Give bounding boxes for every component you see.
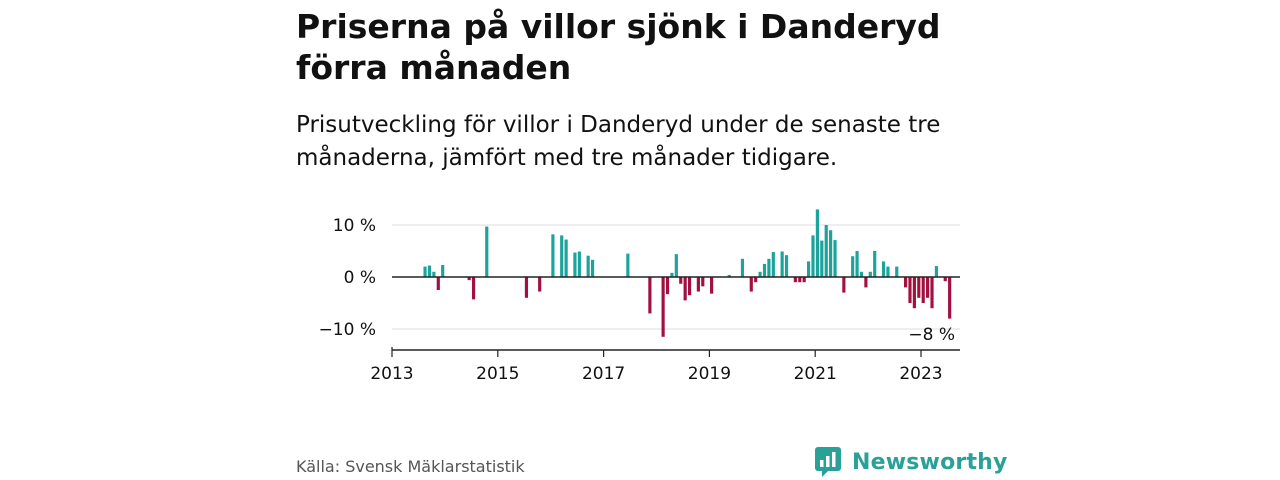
brand-name: Newsworthy (852, 449, 1008, 475)
bar (432, 271, 436, 277)
bar (626, 253, 630, 277)
bar (423, 266, 427, 277)
bar (670, 272, 674, 277)
bar (921, 277, 925, 303)
bar (833, 240, 837, 277)
y-tick-label: 0 % (344, 268, 376, 288)
bar (485, 226, 489, 277)
bar (908, 277, 912, 303)
bar (903, 277, 908, 288)
bar (762, 264, 767, 277)
bar (842, 277, 846, 293)
bar (577, 251, 581, 277)
bar (758, 271, 762, 277)
bar (648, 277, 652, 314)
bar (881, 261, 886, 277)
bar (665, 277, 670, 295)
bar (829, 230, 833, 277)
bar (740, 258, 745, 277)
bar (467, 277, 471, 281)
bar (586, 255, 590, 277)
x-tick-label: 2021 (794, 364, 837, 384)
bar (696, 277, 700, 292)
bar (864, 277, 868, 288)
bar (551, 234, 555, 277)
x-tick-label: 2013 (370, 364, 413, 384)
bar (912, 277, 916, 309)
bar (851, 256, 855, 277)
bar (749, 277, 753, 292)
brand-logo[interactable]: Newsworthy (814, 445, 1008, 479)
bar (930, 277, 934, 309)
bar (802, 277, 806, 283)
newsworthy-logo-icon (815, 447, 841, 477)
bar (855, 251, 859, 277)
x-tick-label: 2017 (582, 364, 625, 384)
bar (948, 277, 952, 319)
x-tick-label: 2019 (688, 364, 731, 384)
bar (807, 261, 811, 277)
bar (868, 271, 872, 277)
bar (710, 277, 714, 294)
bar (934, 266, 939, 277)
bar (917, 277, 921, 298)
bar (674, 254, 678, 277)
bars (423, 209, 952, 337)
bar (767, 258, 771, 277)
bar (661, 277, 665, 337)
bar (873, 251, 877, 277)
axes (391, 276, 960, 357)
y-tick-label: 10 % (333, 216, 376, 236)
bar (679, 277, 683, 284)
bar (784, 255, 789, 277)
bar (436, 277, 440, 290)
bar (811, 235, 815, 277)
chart-subtitle: Prisutveckling för villor i Danderyd und… (296, 112, 941, 171)
axis-labels: 10 % 0 % −10 % 2013 2015 2017 2019 2021 2023 −8 % (319, 216, 955, 384)
bar (820, 240, 824, 277)
bar (683, 277, 687, 301)
y-tick-label: −10 % (319, 320, 376, 340)
x-tick-label: 2023 (899, 364, 942, 384)
gridlines (392, 224, 960, 330)
bar (780, 251, 784, 277)
bar (895, 266, 899, 277)
bar (427, 265, 432, 277)
bar (471, 277, 476, 300)
bar (771, 252, 775, 277)
bar (701, 277, 705, 287)
bar (859, 271, 864, 277)
bar (687, 277, 692, 296)
bar (564, 239, 568, 277)
chart-title: Priserna på villor sjönk i Danderyd förr… (296, 7, 941, 87)
bar (441, 265, 445, 277)
bar (573, 252, 577, 277)
bar (824, 225, 828, 277)
bar (538, 277, 542, 292)
bar (524, 277, 529, 298)
x-tick-label: 2015 (476, 364, 519, 384)
bar (727, 274, 731, 277)
last-value-label: −8 % (908, 325, 955, 345)
bar (798, 277, 802, 283)
bar (754, 277, 758, 283)
source-note: Källa: Svensk Mäklarstatistik (296, 457, 525, 476)
bar (926, 277, 930, 298)
bar (815, 209, 819, 277)
bar (793, 277, 797, 283)
bar (886, 266, 890, 277)
bar (943, 277, 947, 282)
bar (560, 235, 564, 277)
bar (590, 259, 595, 277)
